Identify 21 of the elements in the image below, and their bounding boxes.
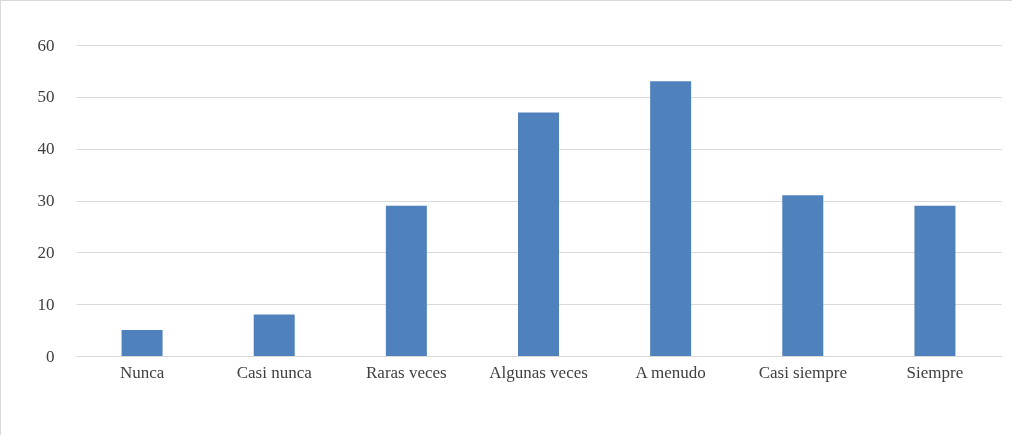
- y-tick-label: 20: [37, 242, 55, 262]
- x-tick-label: Raras veces: [366, 362, 447, 382]
- x-tick-label: Casi siempre: [758, 362, 847, 382]
- bar: [650, 81, 692, 356]
- bar: [121, 330, 163, 356]
- bar: [782, 195, 824, 356]
- x-tick-label: A menudo: [635, 362, 706, 382]
- x-tick-label: Siempre: [906, 362, 964, 382]
- bar: [518, 112, 559, 356]
- bar: [914, 205, 956, 356]
- y-tick-label: 50: [37, 87, 55, 107]
- bar: [385, 205, 427, 356]
- y-tick-label: 30: [37, 191, 55, 210]
- y-tick-label: 0: [46, 346, 55, 366]
- y-tick-label: 10: [37, 294, 55, 314]
- bar: [253, 314, 295, 356]
- y-tick-label: 60: [37, 35, 55, 55]
- x-tick-label: Nunca: [119, 362, 165, 382]
- y-tick-label: 40: [37, 139, 55, 159]
- x-tick-label: Casi nunca: [236, 362, 313, 382]
- x-tick-label: Algunas veces: [489, 362, 588, 382]
